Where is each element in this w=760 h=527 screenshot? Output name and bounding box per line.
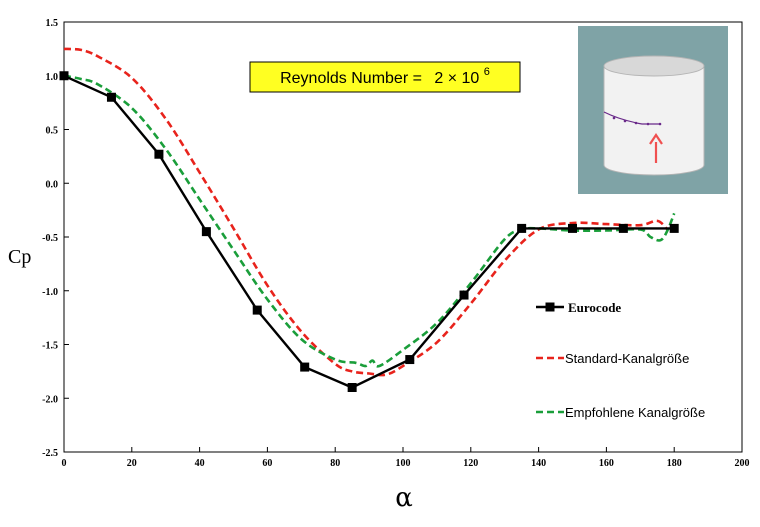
cylinder-body <box>603 67 705 176</box>
eurocode-point <box>201 227 211 237</box>
axis-ticks: 0 20 40 60 80 100 120 140 160 180 200 1.5 1.0 0.5 0.0 -… <box>42 18 749 469</box>
y-axis-label: Cp <box>8 246 31 268</box>
eurocode-point <box>517 223 527 233</box>
legend-marker-eurocode <box>545 302 555 312</box>
y-tick-label: 0.0 <box>46 179 59 190</box>
legend: Eurocode Standard-Kanalgröße Empfohlene … <box>536 300 705 420</box>
eurocode-point <box>300 362 310 372</box>
reynolds-box <box>249 61 521 93</box>
x-tick-label: 0 <box>62 458 67 469</box>
eurocode-point <box>405 355 415 365</box>
eurocode-point <box>459 290 469 300</box>
eurocode-point <box>59 71 69 81</box>
legend-item-standard: Standard-Kanalgröße <box>536 351 689 366</box>
y-tick-label: 1.5 <box>46 18 59 29</box>
x-tick-label: 20 <box>127 458 137 469</box>
eurocode-point <box>669 223 679 233</box>
y-tick-label: -2.5 <box>42 448 58 459</box>
y-tick-label: 1.0 <box>46 72 59 83</box>
x-tick-label: 100 <box>396 458 411 469</box>
legend-label-standard: Standard-Kanalgröße <box>565 351 689 366</box>
cylinder-top <box>603 55 705 77</box>
y-tick-label: -1.5 <box>42 341 58 352</box>
x-tick-label: 120 <box>463 458 478 469</box>
x-tick-label: 40 <box>195 458 205 469</box>
x-tick-label: 140 <box>531 458 546 469</box>
x-tick-label: 180 <box>667 458 682 469</box>
flow-arrow-icon <box>649 133 663 163</box>
legend-item-empfohlen: Empfohlene Kanalgröße <box>536 405 705 420</box>
series-standard-line <box>63 47 669 377</box>
eurocode-point <box>252 305 262 315</box>
pressure-tap-points <box>612 116 662 126</box>
reynolds-text: Reynolds Number = 2 × 10 6 <box>280 66 490 87</box>
eurocode-point <box>106 92 116 102</box>
y-tick-label: 0.5 <box>46 126 59 137</box>
y-tick-label: -1.0 <box>42 287 58 298</box>
x-tick-label: 80 <box>330 458 340 469</box>
reynolds-annotation: Reynolds Number = 2 × 10 6 <box>249 61 521 93</box>
reynolds-base: 2 × 10 <box>434 70 479 87</box>
eurocode-point <box>568 223 577 233</box>
x-axis-label: α <box>395 483 413 513</box>
legend-item-eurocode: Eurocode <box>536 300 621 315</box>
eurocode-point <box>618 223 628 233</box>
eurocode-point <box>154 149 164 159</box>
cylinder-inset <box>578 26 728 194</box>
eurocode-point <box>347 383 357 392</box>
legend-label-empfohlen: Empfohlene Kanalgröße <box>565 405 705 420</box>
x-tick-label: 160 <box>599 458 614 469</box>
reynolds-exponent: 6 <box>484 66 490 78</box>
y-tick-label: -2.0 <box>42 394 58 405</box>
x-tick-label: 200 <box>735 458 750 469</box>
series-lines <box>59 47 679 392</box>
y-tick-label: -0.5 <box>42 233 58 244</box>
pressure-tap-line <box>603 111 661 125</box>
legend-label-eurocode: Eurocode <box>568 300 621 315</box>
reynolds-prefix: Reynolds Number = <box>280 70 422 87</box>
x-tick-label: 60 <box>262 458 272 469</box>
